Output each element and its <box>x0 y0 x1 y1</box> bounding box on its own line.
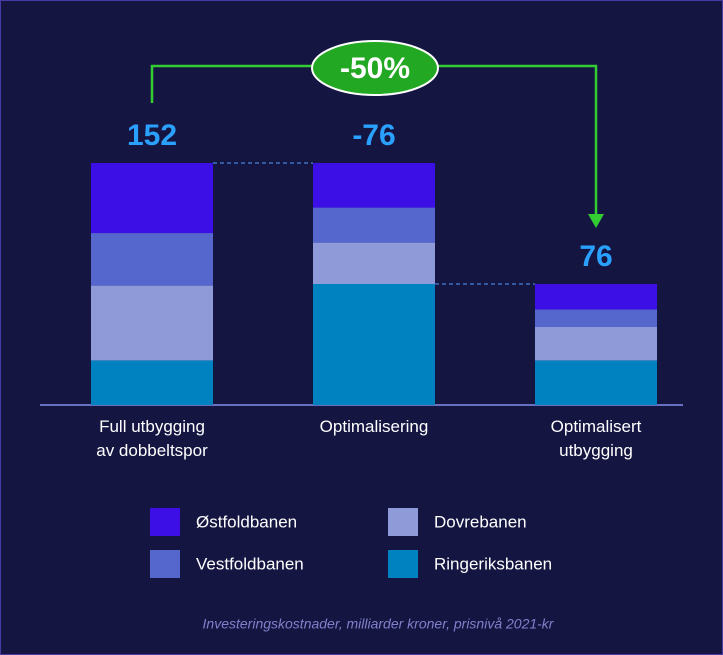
bar-segment <box>535 360 657 405</box>
total-label: 76 <box>579 240 612 273</box>
legend-label: Vestfoldbanen <box>196 554 304 573</box>
x-tick-label: Optimalisering <box>320 417 429 436</box>
bar-segment <box>313 163 435 208</box>
legend-swatch <box>388 550 418 578</box>
bar-segment <box>91 163 213 234</box>
bar-segment <box>91 233 213 286</box>
bar-segment <box>313 242 435 284</box>
arrow-head <box>588 214 604 228</box>
legend-label: Østfoldbanen <box>196 512 297 531</box>
x-tick-label: Optimalisert utbygging <box>551 417 642 460</box>
x-tick-label: Full utbygging av dobbeltspor <box>96 417 208 460</box>
footnote: Investeringskostnader, milliarder kroner… <box>203 616 555 632</box>
legend-swatch <box>150 550 180 578</box>
bar-segment <box>91 285 213 361</box>
legend-label: Ringeriksbanen <box>434 554 552 573</box>
bar-segment <box>535 309 657 327</box>
annotation: -50% <box>340 52 410 85</box>
legend-label: Dovrebanen <box>434 512 527 531</box>
bar-segment <box>313 207 435 243</box>
annotation-badge <box>311 40 439 96</box>
total-label: -76 <box>352 119 395 152</box>
legend-swatch <box>150 508 180 536</box>
legend-swatch <box>388 508 418 536</box>
bar-segment <box>535 284 657 310</box>
total-label: 152 <box>127 119 177 152</box>
bar-segment <box>91 360 213 405</box>
bar-segment <box>313 284 435 405</box>
bar-segment <box>535 326 657 361</box>
